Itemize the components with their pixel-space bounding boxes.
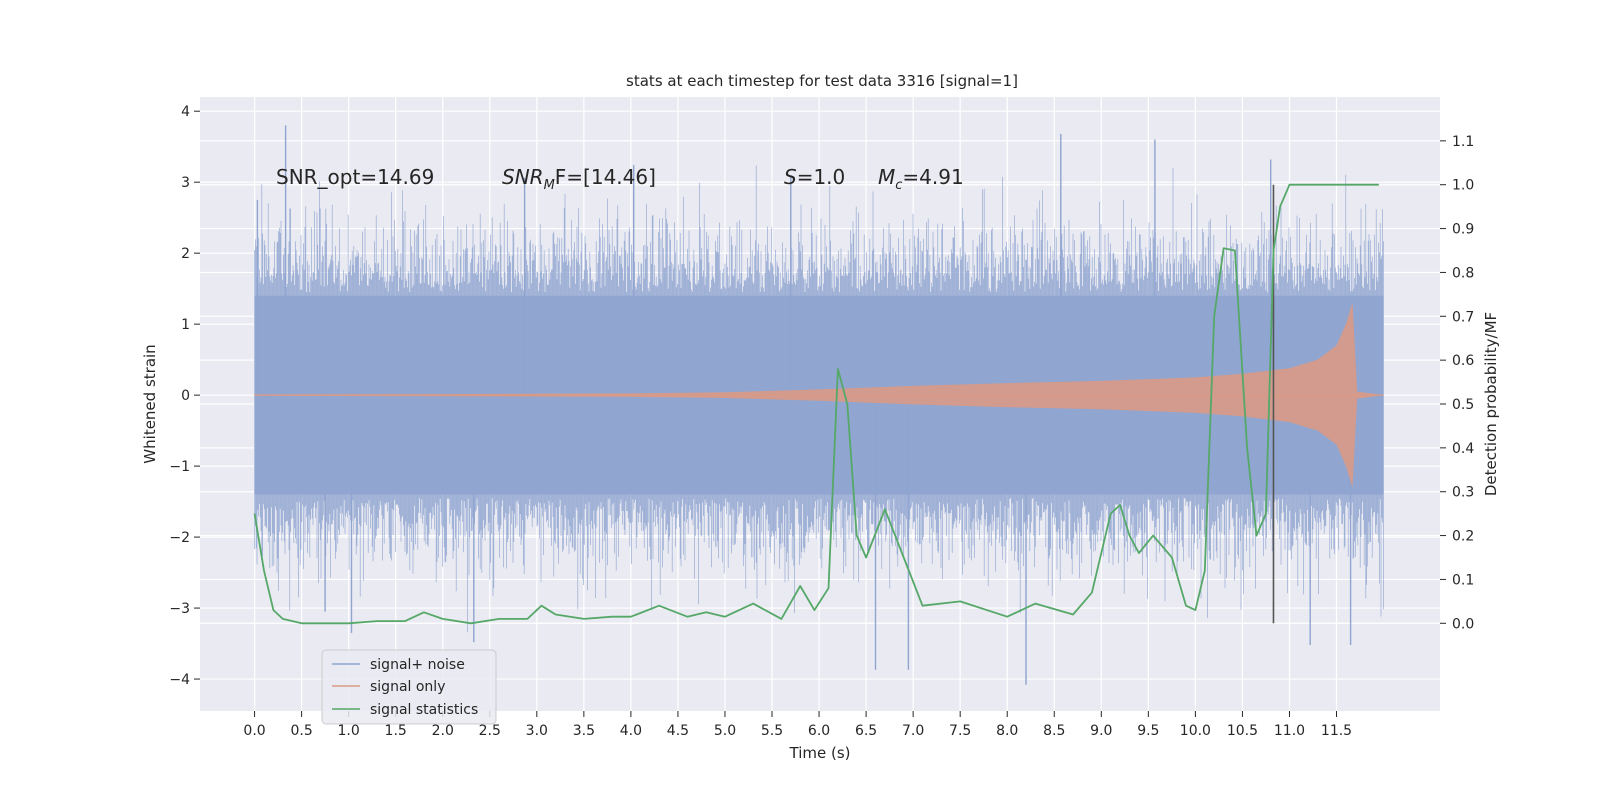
x-tick-label: 8.5 — [1043, 723, 1065, 739]
x-tick-label: 7.5 — [949, 723, 971, 739]
x-tick-label: 5.5 — [761, 723, 783, 739]
x-tick-label: 11.5 — [1321, 723, 1352, 739]
y2-tick-label: 0.4 — [1452, 441, 1474, 457]
y2-tick-label: 0.9 — [1452, 222, 1474, 238]
chart-title: stats at each timestep for test data 331… — [626, 72, 1018, 90]
y2-tick-label: 0.2 — [1452, 529, 1474, 545]
y-axis-right: 1.1 1.0 0.9 0.8 0.7 0.6 0.5 0.4 0.3 0.2 0.1 0.0 — [1440, 134, 1474, 632]
y2-tick-label: 0.0 — [1452, 616, 1474, 632]
s-annotation: S=1.0 — [784, 165, 845, 189]
y2-tick-label: 0.1 — [1452, 572, 1474, 588]
y2-tick-label: 0.7 — [1452, 309, 1474, 325]
snr-mf-tail: F=[14.46] — [555, 165, 656, 189]
signal-series — [254, 302, 1384, 488]
legend-label-signal: signal only — [370, 679, 445, 695]
x-tick-label: 7.0 — [902, 723, 924, 739]
y2-axis-label: Detection probability/MF — [1482, 312, 1500, 496]
mc-sub: c — [895, 178, 902, 193]
y-tick-label: −2 — [169, 530, 190, 546]
s-tail: =1.0 — [797, 165, 846, 189]
x-tick-label: 6.0 — [808, 723, 830, 739]
x-tick-label: 4.5 — [667, 723, 689, 739]
statistics-series — [253, 183, 1379, 625]
x-axis: 0.0 0.5 1.0 1.5 2.0 2.5 3.0 3.5 4.0 4.5 5.0 5.5 6.0 6… — [243, 711, 1352, 739]
s-main: S — [784, 165, 797, 189]
x-tick-label: 3.0 — [526, 723, 548, 739]
x-tick-label: 9.5 — [1137, 723, 1159, 739]
y-tick-label: −3 — [169, 601, 190, 617]
x-tick-label: 0.0 — [243, 723, 265, 739]
snr-mf-annotation: SNRMF=[14.46] — [502, 165, 656, 193]
mc-main: M — [878, 165, 895, 189]
y2-tick-label: 0.5 — [1452, 397, 1474, 413]
x-tick-label: 2.5 — [479, 723, 501, 739]
x-tick-label: 0.5 — [290, 723, 312, 739]
x-tick-label: 11.0 — [1274, 723, 1305, 739]
y-tick-label: 0 — [181, 388, 190, 404]
snr-mf-sub: M — [544, 178, 555, 193]
x-tick-label: 10.0 — [1180, 723, 1211, 739]
x-tick-label: 2.0 — [432, 723, 454, 739]
y2-tick-label: 0.8 — [1452, 265, 1474, 281]
x-tick-label: 6.5 — [855, 723, 877, 739]
legend-box — [321, 649, 497, 725]
y-axis-label: Whitened strain — [141, 344, 159, 463]
y-tick-label: 1 — [181, 317, 190, 333]
y2-tick-label: 0.6 — [1452, 353, 1474, 369]
legend-label-stats: signal statistics — [370, 702, 478, 718]
x-tick-label: 4.0 — [620, 723, 642, 739]
snr-mf-main: SNR — [502, 165, 544, 189]
legend-label-noise: signal+ noise — [370, 657, 465, 673]
mc-annotation: Mc=4.91 — [878, 165, 964, 193]
x-tick-label: 1.5 — [385, 723, 407, 739]
y-tick-label: 2 — [181, 246, 190, 262]
x-tick-label: 3.5 — [573, 723, 595, 739]
x-tick-label: 5.0 — [714, 723, 736, 739]
legend: signal+ noise signal only signal statist… — [321, 649, 497, 725]
y2-tick-label: 0.3 — [1452, 485, 1474, 501]
y-tick-label: 4 — [181, 104, 190, 120]
x-tick-label: 8.0 — [996, 723, 1018, 739]
x-tick-label: 10.5 — [1227, 723, 1258, 739]
plot-area — [200, 97, 1440, 711]
snr-opt-annotation: SNR_opt=14.69 — [276, 165, 434, 189]
annotations: SNR_opt=14.69 SNRMF=[14.46] S=1.0 Mc=4.9… — [276, 165, 964, 193]
y-tick-label: −1 — [169, 459, 190, 475]
y-tick-label: 3 — [181, 175, 190, 191]
y2-tick-label: 1.1 — [1452, 134, 1474, 150]
y2-tick-label: 1.0 — [1452, 178, 1474, 194]
x-tick-label: 1.0 — [338, 723, 360, 739]
x-axis-label: Time (s) — [789, 744, 851, 762]
x-tick-label: 9.0 — [1090, 723, 1112, 739]
statistics-line — [253, 183, 1379, 625]
y-tick-label: −4 — [169, 672, 190, 688]
mc-tail: =4.91 — [902, 165, 963, 189]
y-axis-left: 4 3 2 1 0 −1 −2 −3 −4 — [169, 104, 200, 688]
